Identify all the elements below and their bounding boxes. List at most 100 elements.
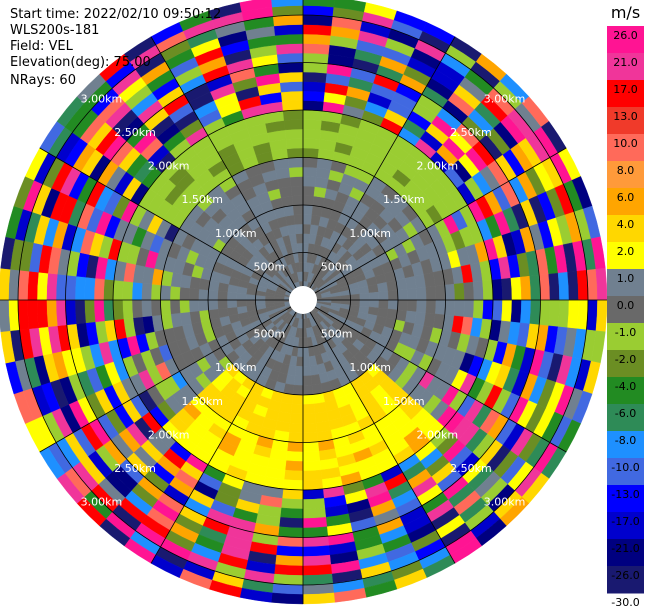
range-gate <box>302 479 324 491</box>
range-gate <box>286 441 304 453</box>
range-gate <box>188 299 200 313</box>
range-gate <box>387 299 399 311</box>
range-gate <box>273 564 304 576</box>
range-gate <box>122 299 134 320</box>
range-gate <box>302 223 312 235</box>
range-gate <box>453 299 465 318</box>
range-gate <box>279 81 304 93</box>
range-ring-label: 2.00km <box>148 428 190 441</box>
azimuth-line <box>314 306 567 453</box>
range-gate <box>472 299 484 320</box>
colorbar-segment <box>607 458 644 486</box>
colorbar-tick-label: -30.0 <box>611 596 639 607</box>
colorbar-tick-label: -8.0 <box>615 434 636 447</box>
colorbar-tick-label: 4.0 <box>617 218 635 231</box>
range-gate <box>287 157 304 168</box>
azimuth-line <box>309 36 456 289</box>
range-gate <box>292 204 304 216</box>
range-gate <box>302 413 317 424</box>
colorbar-tick-label: -2.0 <box>615 353 636 366</box>
range-gate <box>406 299 418 313</box>
range-gate <box>302 14 334 27</box>
range-gate <box>17 269 30 301</box>
range-gate <box>271 0 304 8</box>
range-gate <box>302 573 334 586</box>
range-gate <box>131 299 143 319</box>
range-gate <box>297 252 304 263</box>
range-gate <box>510 276 522 301</box>
range-gate <box>112 279 124 301</box>
colorbar-tick-label: 1.0 <box>617 272 635 285</box>
range-gate <box>302 432 319 443</box>
range-gate <box>131 281 143 301</box>
range-ring-label: 1.50km <box>181 193 223 206</box>
range-gate <box>463 281 475 301</box>
range-gate <box>74 275 86 301</box>
range-gate <box>46 299 58 328</box>
range-gate <box>491 278 503 301</box>
range-gate <box>255 299 266 306</box>
colorbar-tick-label: 17.0 <box>613 83 638 96</box>
range-gate <box>463 299 475 319</box>
range-gate <box>207 289 219 301</box>
range-gate <box>290 403 304 415</box>
range-gate <box>236 292 247 301</box>
range-gate <box>302 384 314 396</box>
range-gate <box>283 469 304 481</box>
range-gate <box>302 138 321 150</box>
range-gate <box>274 33 304 46</box>
range-gate <box>302 71 328 83</box>
range-gate <box>169 299 181 315</box>
azimuth-line <box>314 147 567 294</box>
colorbar-segment <box>607 431 644 459</box>
colorbar-segment <box>607 512 644 540</box>
colorbar-unit: m/s <box>611 3 640 22</box>
range-gate <box>397 299 408 312</box>
range-gate <box>27 270 39 301</box>
range-gate <box>302 24 333 36</box>
elevation-label: Elevation(deg): 75.00 <box>10 55 151 70</box>
range-gate <box>302 460 322 472</box>
range-gate <box>302 195 315 206</box>
range-gate <box>287 432 304 443</box>
range-gate <box>217 307 229 319</box>
range-gate <box>275 43 304 55</box>
range-ring-label: 3.00km <box>81 92 123 105</box>
range-gate <box>74 299 86 325</box>
range-gate <box>302 214 313 225</box>
range-gate <box>302 545 331 557</box>
range-gate <box>291 394 304 405</box>
colorbar-segment <box>607 485 644 513</box>
range-gate <box>302 526 329 538</box>
range-gate <box>302 450 321 462</box>
range-ring-label: 1.50km <box>383 193 425 206</box>
range-gate <box>302 43 331 55</box>
range-gate <box>557 299 570 329</box>
range-gate <box>444 299 456 317</box>
range-gate <box>280 90 304 102</box>
range-gate <box>286 147 304 159</box>
range-gate <box>576 299 589 331</box>
range-gate <box>289 413 304 424</box>
colorbar-segment <box>607 53 644 81</box>
range-gate <box>302 337 309 348</box>
range-gate <box>150 283 162 301</box>
range-gate <box>84 299 96 324</box>
range-gate <box>239 0 273 13</box>
colorbar-tick-label: 8.0 <box>617 164 635 177</box>
colorbar-tick-label: -1.0 <box>615 326 636 339</box>
colorbar-tick-label: -21.0 <box>611 542 639 555</box>
range-gate <box>482 279 494 301</box>
range-gate <box>292 384 304 396</box>
colorbar-tick-label: 21.0 <box>613 56 638 69</box>
range-gate <box>567 270 579 301</box>
colorbar-segment <box>607 215 644 243</box>
range-gate <box>217 299 228 310</box>
range-gate <box>302 592 335 605</box>
range-gate <box>302 441 320 453</box>
range-gate <box>65 299 77 326</box>
range-gate <box>576 269 589 301</box>
range-gate <box>302 498 326 510</box>
range-gate <box>36 299 49 329</box>
